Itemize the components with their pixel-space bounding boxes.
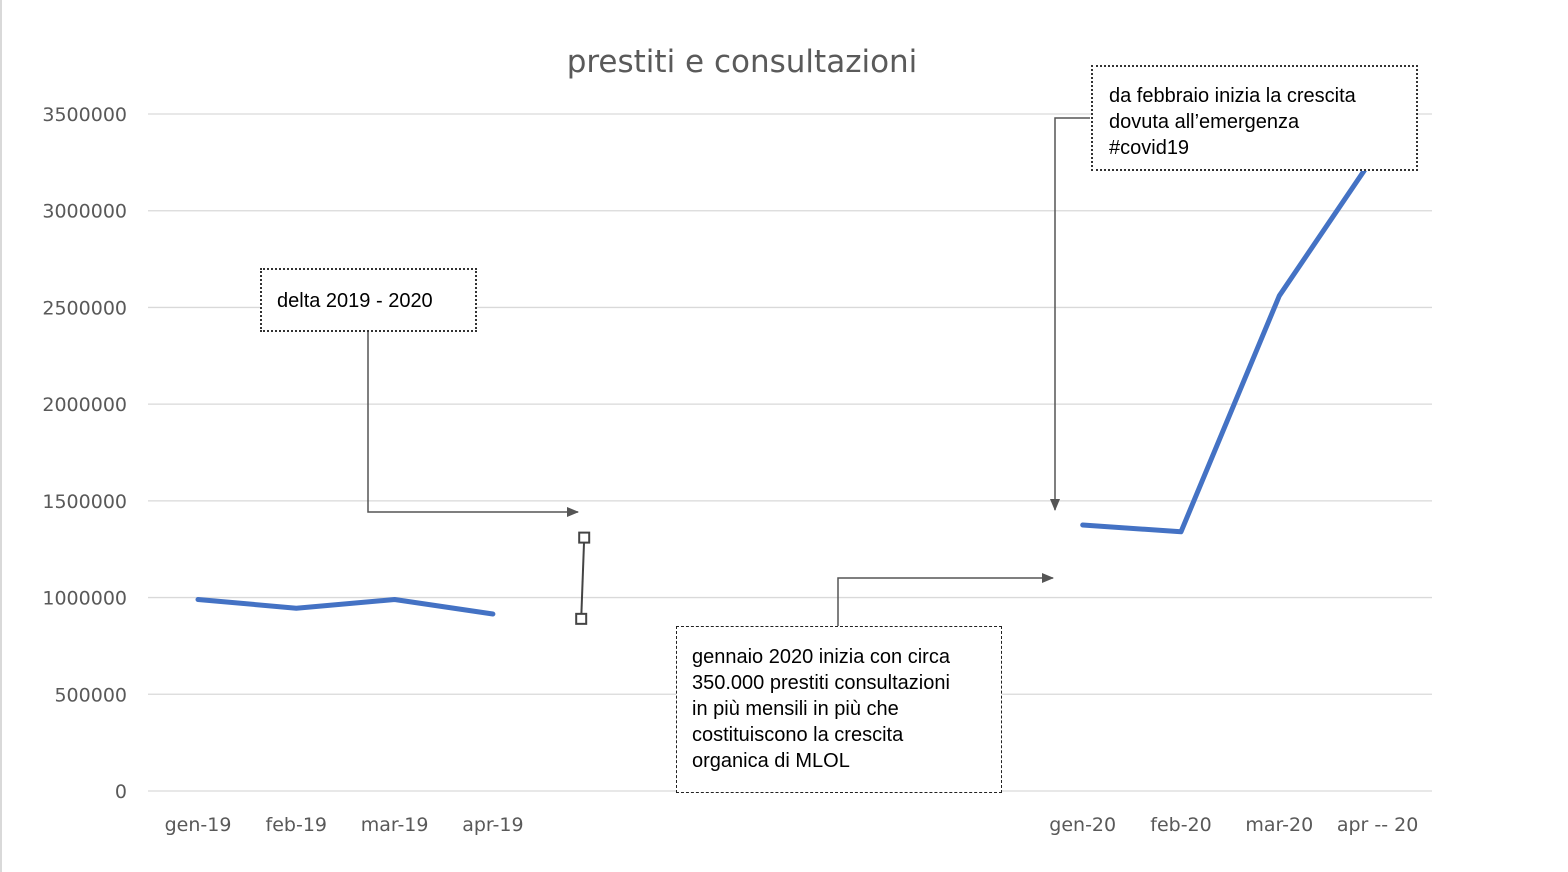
- annotation-arrows: [367, 117, 1090, 626]
- annotation-delta: delta 2019 - 2020: [260, 268, 477, 332]
- annotation-gennaio-line-4: costituiscono la crescita: [692, 724, 904, 746]
- delta-low-handle: [575, 612, 588, 625]
- covid-arrow: [1050, 117, 1090, 511]
- delta-marker: [575, 531, 591, 625]
- annotation-gennaio-line-3: in più mensili in più che: [692, 698, 899, 720]
- x-tick-label: mar-19: [361, 814, 429, 836]
- series-line: [1080, 148, 1381, 535]
- delta-arrow: [367, 332, 579, 517]
- y-axis-ticks: 0 500000 1000000 1500000 2000000 2500000 30000…: [42, 104, 127, 803]
- left-border: [0, 0, 2, 872]
- annotation-gennaio-line-5: organica di MLOL: [692, 750, 850, 772]
- y-tick-label: 1000000: [42, 588, 127, 610]
- x-tick-label: feb-20: [1150, 814, 1211, 836]
- annotation-gennaio-line-1: gennaio 2020 inizia con circa: [692, 646, 950, 668]
- x-axis-ticks: gen-19 feb-19 mar-19 apr-19 gen-20 feb-20 mar-…: [165, 814, 1419, 836]
- annotation-gennaio-line-2: 350.000 prestiti consultazioni: [692, 672, 950, 694]
- annotation-covid: da febbraio inizia la crescita dovuta al…: [1091, 65, 1418, 171]
- series-line: [195, 597, 496, 617]
- y-tick-label: 2500000: [42, 297, 127, 319]
- y-tick-label: 0: [115, 781, 127, 803]
- series-lines: [195, 148, 1381, 617]
- delta-bar: [580, 537, 586, 619]
- y-tick-label: 3000000: [42, 201, 127, 223]
- y-tick-label: 1500000: [42, 491, 127, 513]
- y-tick-label: 2000000: [42, 394, 127, 416]
- x-tick-label: mar-20: [1245, 814, 1313, 836]
- annotation-delta-line: delta 2019 - 2020: [277, 290, 433, 312]
- y-tick-label: 3500000: [42, 104, 127, 126]
- x-tick-label: gen-20: [1049, 814, 1116, 836]
- x-tick-label: gen-19: [165, 814, 232, 836]
- annotation-covid-line-2: dovuta all’emergenza: [1109, 111, 1300, 133]
- annotation-gennaio: gennaio 2020 inizia con circa 350.000 pr…: [676, 626, 1002, 793]
- annotation-covid-line-1: da febbraio inizia la crescita: [1109, 85, 1356, 107]
- gennaio-arrow: [837, 573, 1054, 626]
- delta-high-handle: [578, 531, 591, 544]
- y-tick-label: 500000: [54, 684, 127, 706]
- annotation-covid-line-3: #covid19: [1109, 137, 1190, 159]
- x-tick-label: apr-19: [462, 814, 523, 836]
- chart-title: prestiti e consultazioni: [567, 44, 918, 80]
- x-tick-label: apr -- 20: [1337, 814, 1418, 836]
- x-tick-label: feb-19: [266, 814, 327, 836]
